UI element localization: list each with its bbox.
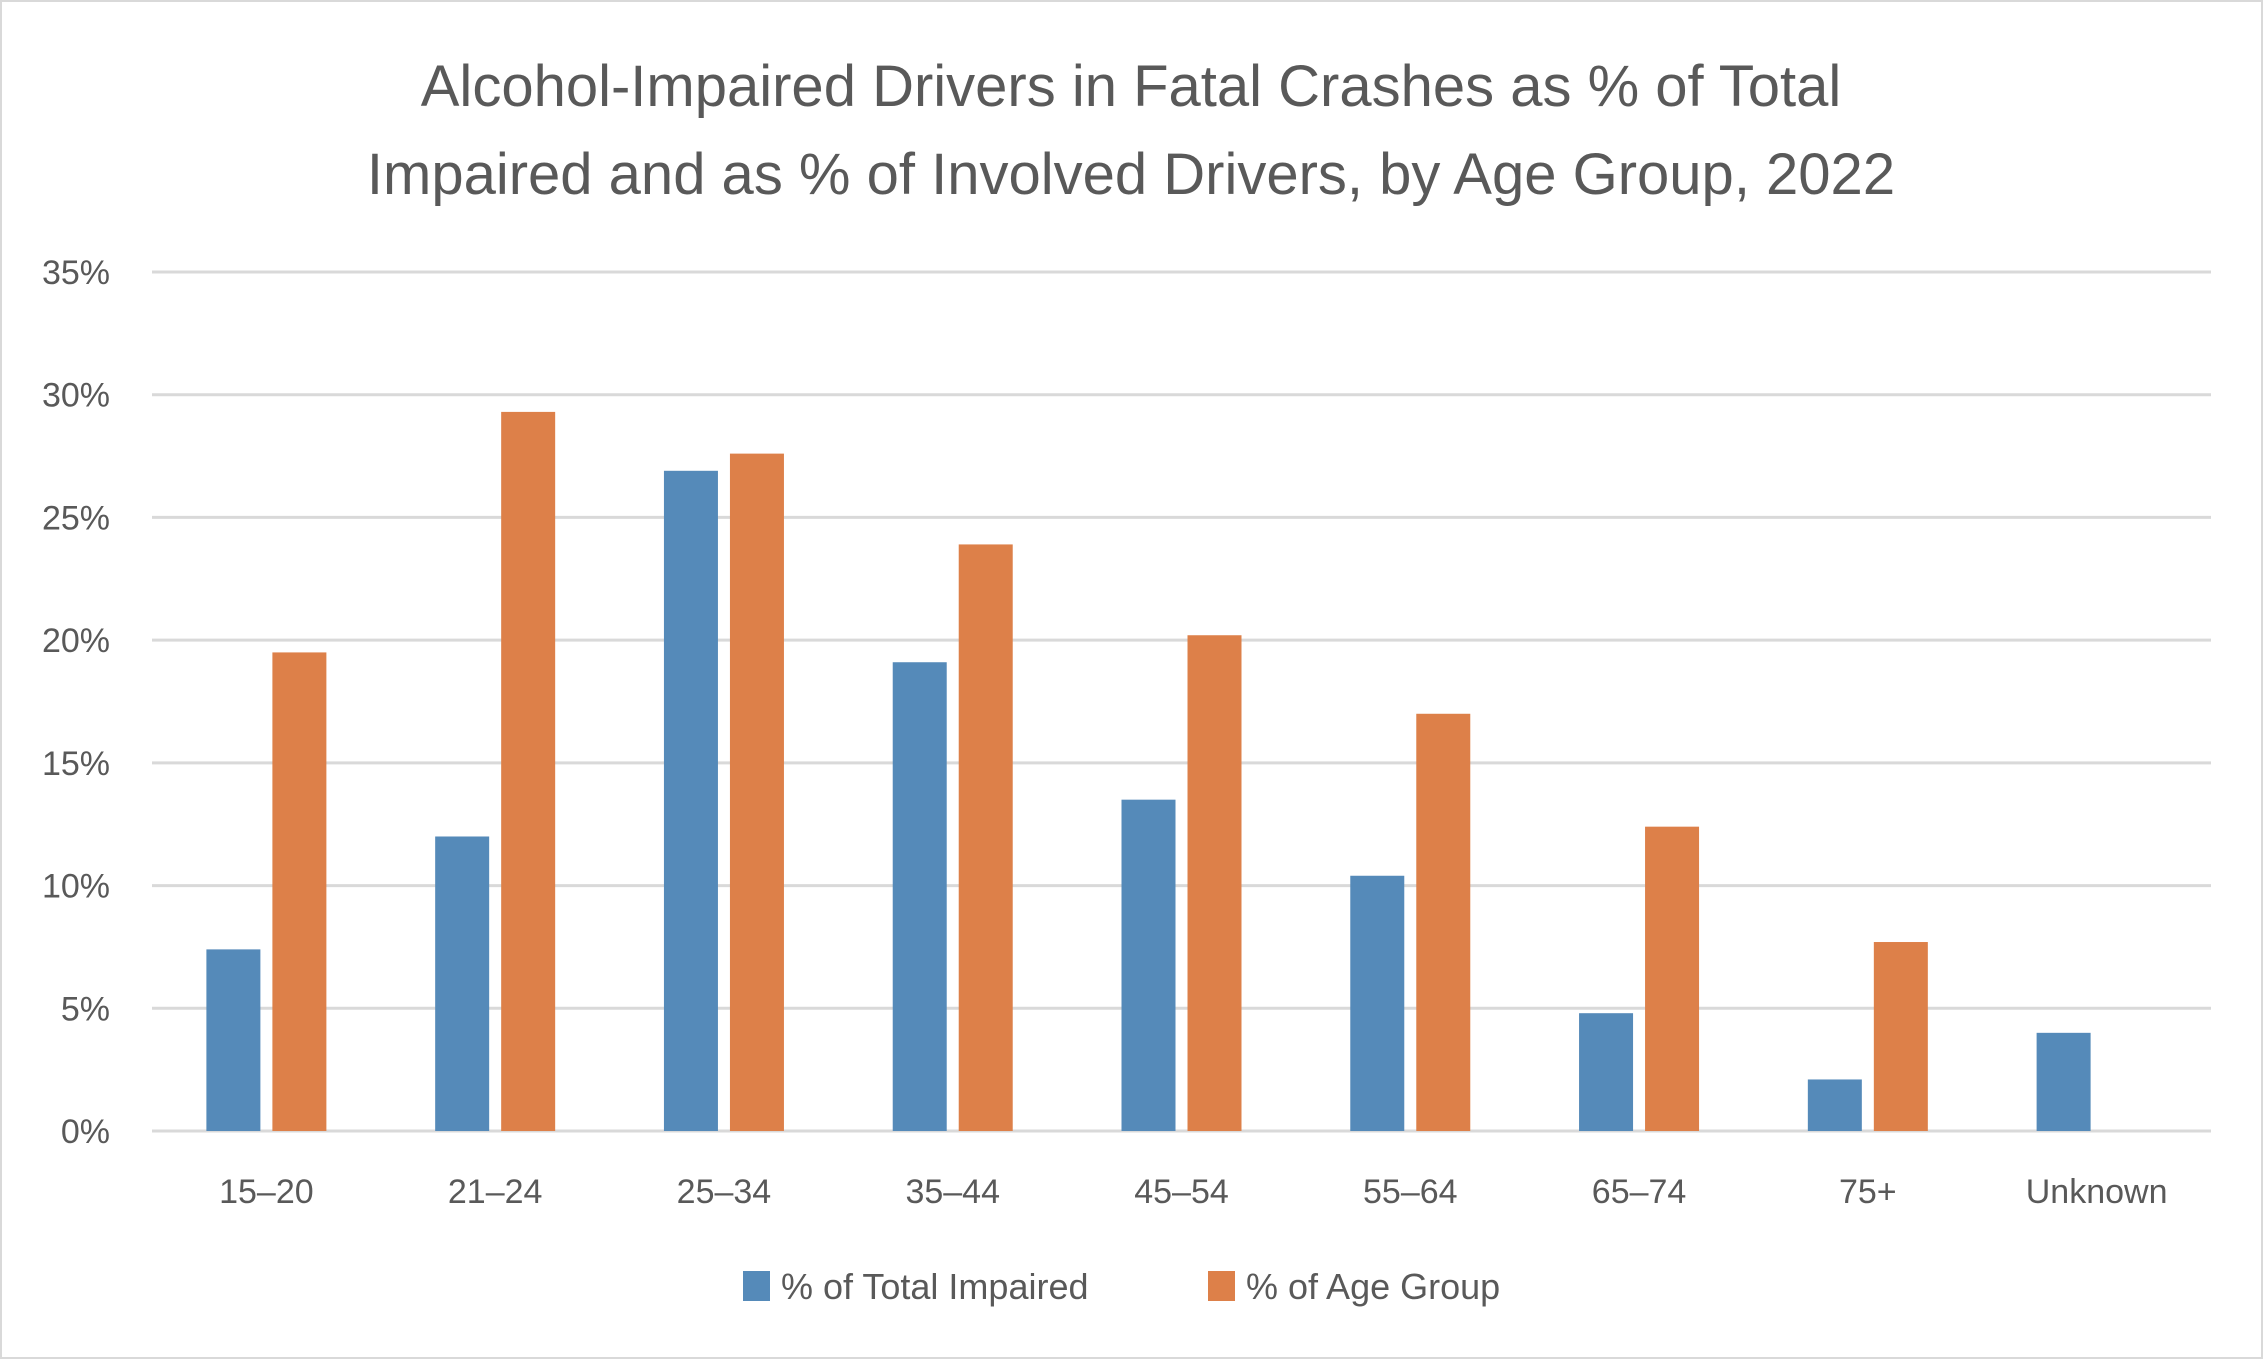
x-tick-label: 45–54 <box>1134 1173 1229 1211</box>
y-tick-label: 5% <box>61 990 110 1028</box>
bar-total-impaired-8 <box>2036 1032 2091 1131</box>
legend-swatch-1 <box>1208 1271 1235 1301</box>
bar-age-group-6 <box>1645 826 1700 1131</box>
legend-label-0: % of Total Impaired <box>781 1266 1089 1307</box>
y-tick-label: 10% <box>42 868 110 906</box>
bar-total-impaired-3 <box>892 662 947 1131</box>
y-tick-label: 15% <box>42 745 110 783</box>
bar-age-group-3 <box>958 544 1013 1131</box>
bars <box>206 411 2091 1132</box>
y-tick-label: 30% <box>42 377 110 415</box>
bar-age-group-4 <box>1187 635 1242 1131</box>
y-axis-tick-labels: 0% 5% 10% 15% 20% 25% 30% 35% <box>42 254 110 1151</box>
x-tick-label: 21–24 <box>448 1173 543 1211</box>
bar-total-impaired-6 <box>1579 1013 1634 1131</box>
legend-label-1: % of Age Group <box>1246 1266 1500 1307</box>
x-tick-label: 75+ <box>1839 1173 1897 1211</box>
bar-age-group-7 <box>1873 942 1928 1131</box>
bar-total-impaired-2 <box>663 470 718 1132</box>
bar-age-group-5 <box>1416 713 1471 1131</box>
y-tick-label: 25% <box>42 499 110 537</box>
chart-title-line-1: Alcohol-Impaired Drivers in Fatal Crashe… <box>421 54 1842 119</box>
x-tick-label: 35–44 <box>905 1173 1000 1211</box>
y-tick-label: 0% <box>61 1113 110 1151</box>
gridlines <box>152 270 2211 1133</box>
x-axis-tick-labels: 15–20 21–24 25–34 35–44 45–54 55–64 65–74 75+ Un… <box>219 1173 2167 1211</box>
bar-age-group-1 <box>501 411 556 1131</box>
x-tick-label: 15–20 <box>219 1173 314 1211</box>
x-tick-label: Unknown <box>2026 1173 2168 1211</box>
y-tick-label: 35% <box>42 254 110 292</box>
x-tick-label: 55–64 <box>1363 1173 1458 1211</box>
bar-age-group-0 <box>272 652 327 1131</box>
bar-age-group-2 <box>729 453 784 1131</box>
y-tick-label: 20% <box>42 622 110 660</box>
legend-swatch-0 <box>743 1271 770 1301</box>
bar-total-impaired-7 <box>1807 1079 1862 1131</box>
bar-total-impaired-5 <box>1350 875 1405 1131</box>
bar-total-impaired-4 <box>1121 799 1176 1131</box>
x-tick-label: 25–34 <box>677 1173 772 1211</box>
x-tick-label: 65–74 <box>1592 1173 1687 1211</box>
bar-total-impaired-0 <box>206 949 261 1131</box>
chart-title-line-2: Impaired and as % of Involved Drivers, b… <box>367 142 1895 207</box>
bar-total-impaired-1 <box>435 836 490 1131</box>
legend: % of Total Impaired % of Age Group <box>743 1266 1500 1307</box>
chart-title: Alcohol-Impaired Drivers in Fatal Crashe… <box>367 54 1895 207</box>
